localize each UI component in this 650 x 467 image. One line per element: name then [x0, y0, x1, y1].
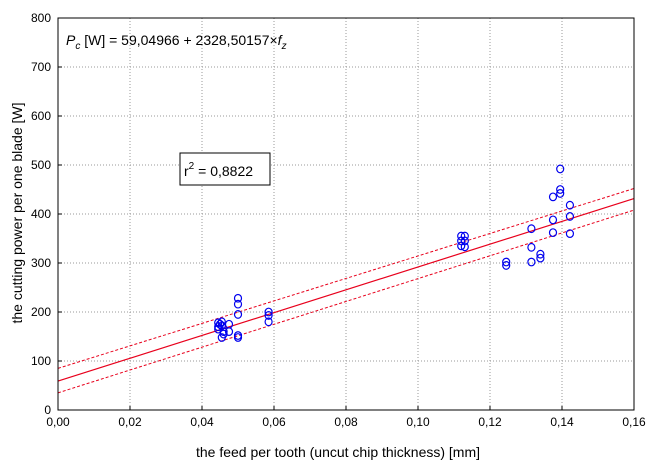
y-tick-label: 600	[31, 109, 51, 123]
data-point	[565, 200, 575, 210]
y-tick-label: 700	[31, 60, 51, 74]
data-point	[217, 333, 226, 342]
y-tick-label: 400	[31, 207, 51, 221]
y-tick-label: 800	[31, 11, 51, 25]
data-point	[233, 293, 243, 303]
data-point	[219, 327, 228, 337]
data-point	[224, 327, 234, 337]
data-point	[556, 185, 565, 194]
x-tick-label: 0,08	[334, 415, 358, 429]
y-axis-title: the cutting power per one blade [W]	[9, 102, 25, 323]
confidence-band	[57, 188, 635, 394]
data-point	[233, 333, 243, 342]
confidence-lower-line	[57, 209, 635, 394]
r2-label: r2 = 0,8822	[184, 161, 253, 179]
data-point	[233, 310, 243, 319]
data-point	[565, 212, 575, 221]
x-tick-label: 0,00	[46, 415, 70, 429]
data-point	[264, 317, 273, 327]
y-tick-label: 300	[31, 256, 51, 270]
x-axis-ticks: 0,00 0,02 0,04 0,06 0,08 0,10 0,12 0,14 0,16	[46, 406, 646, 429]
data-point	[264, 311, 273, 320]
data-points	[214, 164, 575, 342]
x-tick-label: 0,02	[118, 415, 142, 429]
x-tick-label: 0,16	[622, 415, 646, 429]
confidence-upper-line	[57, 188, 635, 369]
equation-p: P	[66, 32, 76, 48]
data-point	[460, 231, 469, 241]
equation-rest: [W] = 59,04966 + 2328,50157×	[80, 32, 277, 48]
data-point	[548, 192, 558, 202]
data-point	[548, 215, 558, 225]
data-point	[527, 257, 536, 267]
equation-f-sub: z	[281, 41, 287, 52]
r2-box	[179, 152, 271, 186]
data-point	[527, 224, 536, 234]
data-point	[264, 307, 273, 317]
y-tick-label: 100	[31, 354, 51, 368]
data-point	[556, 189, 565, 198]
data-point	[233, 331, 243, 340]
regression-line	[57, 197, 635, 382]
data-point	[460, 242, 469, 252]
r2-r: r	[184, 163, 189, 179]
data-point	[215, 319, 225, 329]
data-point	[556, 164, 565, 174]
x-tick-label: 0,06	[262, 415, 286, 429]
grid-lines	[58, 18, 634, 410]
equation-p-sub: c	[75, 41, 80, 52]
equation-f: f	[278, 32, 284, 48]
equation-label: Pc [W] = 59,04966 + 2328,50157×fz	[66, 32, 287, 52]
data-point	[548, 228, 558, 238]
x-axis-title: the feed per tooth (uncut chip thickness…	[196, 444, 480, 460]
data-point	[217, 317, 226, 327]
y-axis-ticks: 0 100 200 300 400 500 600 700 800	[31, 11, 62, 417]
data-point	[536, 249, 545, 259]
regression-line-path	[57, 197, 635, 382]
x-tick-label: 0,10	[406, 415, 430, 429]
data-point	[527, 242, 536, 252]
data-point	[502, 257, 511, 267]
x-tick-label: 0,14	[550, 415, 574, 429]
data-point	[502, 261, 511, 270]
y-tick-label: 500	[31, 158, 51, 172]
data-point	[565, 229, 575, 239]
data-point	[233, 299, 243, 309]
data-point	[460, 236, 469, 246]
data-point	[536, 253, 545, 263]
x-tick-label: 0,04	[190, 415, 214, 429]
r2-value: = 0,8822	[194, 163, 253, 179]
y-tick-label: 0	[44, 403, 51, 417]
x-tick-label: 0,12	[478, 415, 502, 429]
r2-sup: 2	[189, 161, 195, 172]
y-tick-label: 200	[31, 305, 51, 319]
